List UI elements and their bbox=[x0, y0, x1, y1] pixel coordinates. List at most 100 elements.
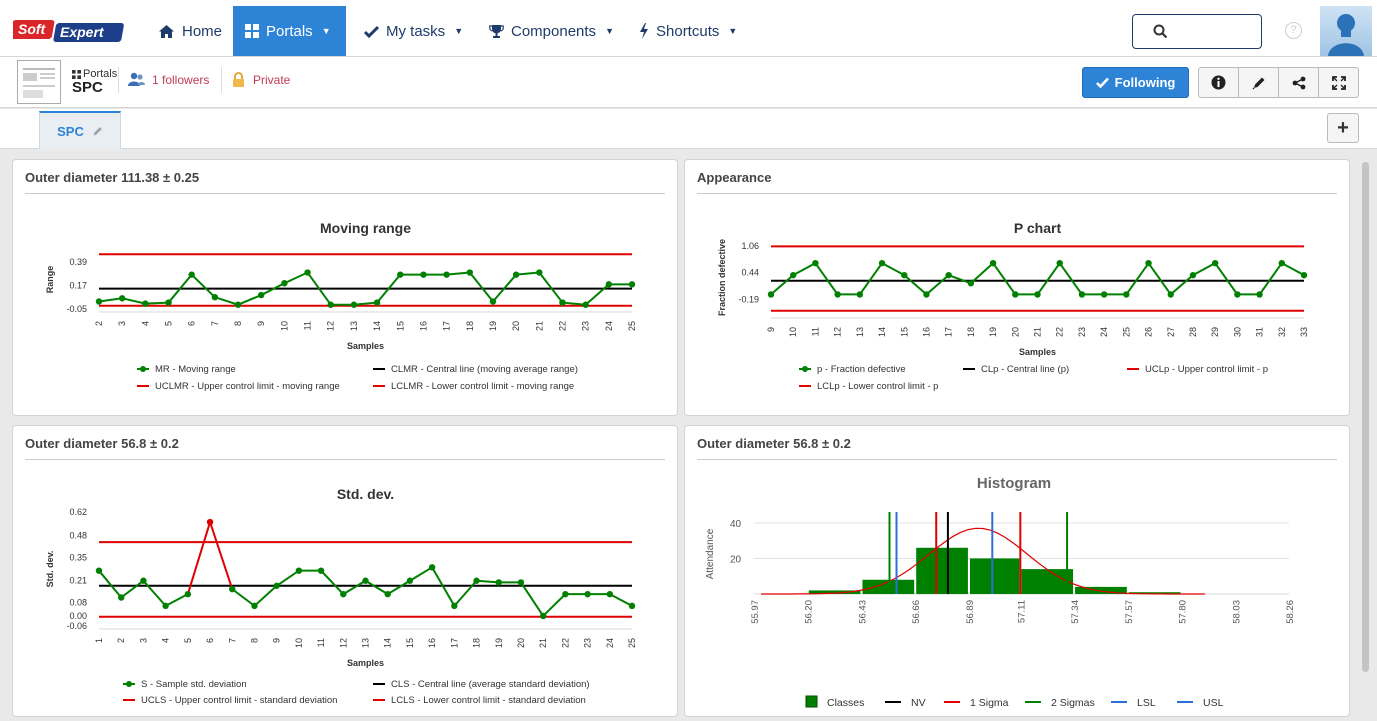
softexpert-logo[interactable]: Soft Expert bbox=[13, 19, 127, 43]
x-tick-label: 5 bbox=[183, 638, 193, 643]
nav-my-tasks[interactable]: My tasks ▼ bbox=[352, 6, 475, 56]
x-tick-label: 20 bbox=[511, 321, 521, 331]
caret-down-icon: ▼ bbox=[321, 26, 331, 36]
followers-count: 1 followers bbox=[152, 72, 210, 87]
edit-button[interactable] bbox=[1239, 68, 1279, 97]
add-tab-button[interactable]: + bbox=[1327, 113, 1359, 143]
nav-home[interactable]: Home bbox=[146, 6, 234, 56]
legend-entry: UCLS - Upper control limit - standard de… bbox=[141, 695, 337, 706]
y-axis-label: Range bbox=[45, 266, 55, 294]
nav-components[interactable]: Components ▼ bbox=[477, 6, 626, 56]
caret-down-icon: ▼ bbox=[728, 26, 738, 36]
x-tick-label: 17 bbox=[449, 638, 459, 648]
fullscreen-button[interactable] bbox=[1319, 68, 1358, 97]
data-point bbox=[945, 271, 952, 279]
x-tick-label: 58.26 bbox=[1285, 600, 1296, 624]
share-button[interactable] bbox=[1279, 68, 1319, 97]
following-label: Following bbox=[1114, 75, 1176, 90]
x-tick-label: 18 bbox=[472, 638, 482, 648]
y-tick-label: 20 bbox=[730, 554, 742, 565]
legend-entry: NV bbox=[911, 697, 926, 709]
legend-entry: UCLMR - Upper control limit - moving ran… bbox=[155, 381, 340, 392]
x-tick-label: 24 bbox=[1099, 327, 1109, 337]
data-point bbox=[901, 271, 908, 279]
data-point bbox=[536, 269, 543, 276]
series-segment bbox=[376, 274, 402, 304]
following-button[interactable]: Following bbox=[1082, 67, 1189, 98]
series-segment bbox=[609, 593, 633, 607]
data-point bbox=[628, 281, 636, 288]
nav-portals[interactable]: Portals ▼ bbox=[233, 6, 346, 56]
data-point bbox=[1167, 291, 1174, 298]
data-point bbox=[539, 612, 547, 620]
x-tick-label: 23 bbox=[1077, 327, 1087, 337]
pencil-icon[interactable] bbox=[92, 126, 103, 137]
avatar[interactable] bbox=[1320, 6, 1372, 56]
divider bbox=[25, 459, 665, 460]
x-tick-label: 5 bbox=[164, 321, 174, 326]
series-segment bbox=[1058, 262, 1083, 296]
x-tick-label: 22 bbox=[557, 321, 567, 331]
data-point bbox=[304, 269, 311, 276]
info-button[interactable] bbox=[1199, 68, 1239, 97]
x-tick-label: 12 bbox=[833, 327, 843, 337]
data-point bbox=[451, 602, 458, 610]
x-tick-label: 14 bbox=[372, 321, 382, 331]
x-tick-label: 30 bbox=[1232, 327, 1242, 337]
data-point bbox=[165, 299, 172, 306]
x-tick-label: 21 bbox=[534, 321, 544, 331]
x-tick-label: 13 bbox=[361, 638, 371, 648]
data-point bbox=[1256, 291, 1263, 298]
series-segment bbox=[881, 262, 905, 277]
breadcrumb[interactable]: Portals bbox=[72, 68, 117, 80]
data-point bbox=[582, 301, 589, 308]
data-point bbox=[211, 294, 219, 301]
nav-shortcuts[interactable]: Shortcuts ▼ bbox=[627, 6, 749, 56]
data-point bbox=[767, 291, 775, 298]
y-tick-label: 0.08 bbox=[69, 598, 87, 608]
series-segment bbox=[562, 301, 586, 306]
data-point bbox=[140, 577, 147, 584]
data-point bbox=[790, 271, 797, 279]
series-segment bbox=[520, 581, 545, 617]
tab-spc[interactable]: SPC bbox=[39, 111, 121, 149]
histogram-chart: Histogram Attendance 20 40 55.97 56.20 56.43 56… bbox=[705, 475, 1296, 709]
x-tick-label: 16 bbox=[418, 321, 428, 331]
x-tick-label: 17 bbox=[944, 327, 954, 337]
chart-title: Std. dev. bbox=[337, 486, 394, 502]
histogram-bar bbox=[1075, 586, 1127, 594]
divider bbox=[118, 67, 119, 93]
search-input[interactable] bbox=[1132, 14, 1262, 49]
series-segment bbox=[1170, 274, 1194, 296]
series-segment bbox=[142, 580, 167, 607]
data-point bbox=[812, 259, 819, 267]
x-tick-label: 12 bbox=[338, 638, 348, 648]
data-point bbox=[95, 298, 103, 305]
scrollbar-thumb[interactable] bbox=[1362, 162, 1369, 672]
tab-label: SPC bbox=[57, 123, 84, 139]
legend-entry: S - Sample std. deviation bbox=[141, 679, 247, 690]
x-tick-label: 33 bbox=[1299, 327, 1309, 337]
data-point bbox=[1100, 291, 1108, 298]
help-icon[interactable]: ? bbox=[1285, 22, 1302, 39]
widget-moving-range: Outer diameter 111.38 ± 0.25 Moving rang… bbox=[12, 159, 678, 416]
series-segment bbox=[387, 579, 411, 596]
p-chart: P chart Fraction defective -0.19 0.44 1.06 9 1… bbox=[717, 220, 1309, 392]
svg-text:Soft: Soft bbox=[18, 21, 47, 37]
data-point bbox=[856, 291, 864, 298]
x-tick-label: 8 bbox=[249, 638, 259, 643]
series-segment bbox=[409, 566, 433, 582]
series-segment bbox=[970, 262, 994, 285]
chart-title: Moving range bbox=[320, 220, 411, 236]
data-point bbox=[188, 271, 195, 278]
data-point bbox=[466, 269, 473, 276]
expand-icon bbox=[1331, 75, 1346, 90]
data-point bbox=[584, 590, 591, 598]
x-axis-label: Samples bbox=[347, 341, 384, 351]
series-segment bbox=[120, 579, 145, 599]
followers-link[interactable]: 1 followers bbox=[128, 72, 209, 87]
divider bbox=[221, 67, 222, 93]
y-tick-label: 0.21 bbox=[69, 576, 87, 586]
privacy-status[interactable]: Private bbox=[232, 72, 290, 87]
series-segment bbox=[165, 593, 189, 607]
